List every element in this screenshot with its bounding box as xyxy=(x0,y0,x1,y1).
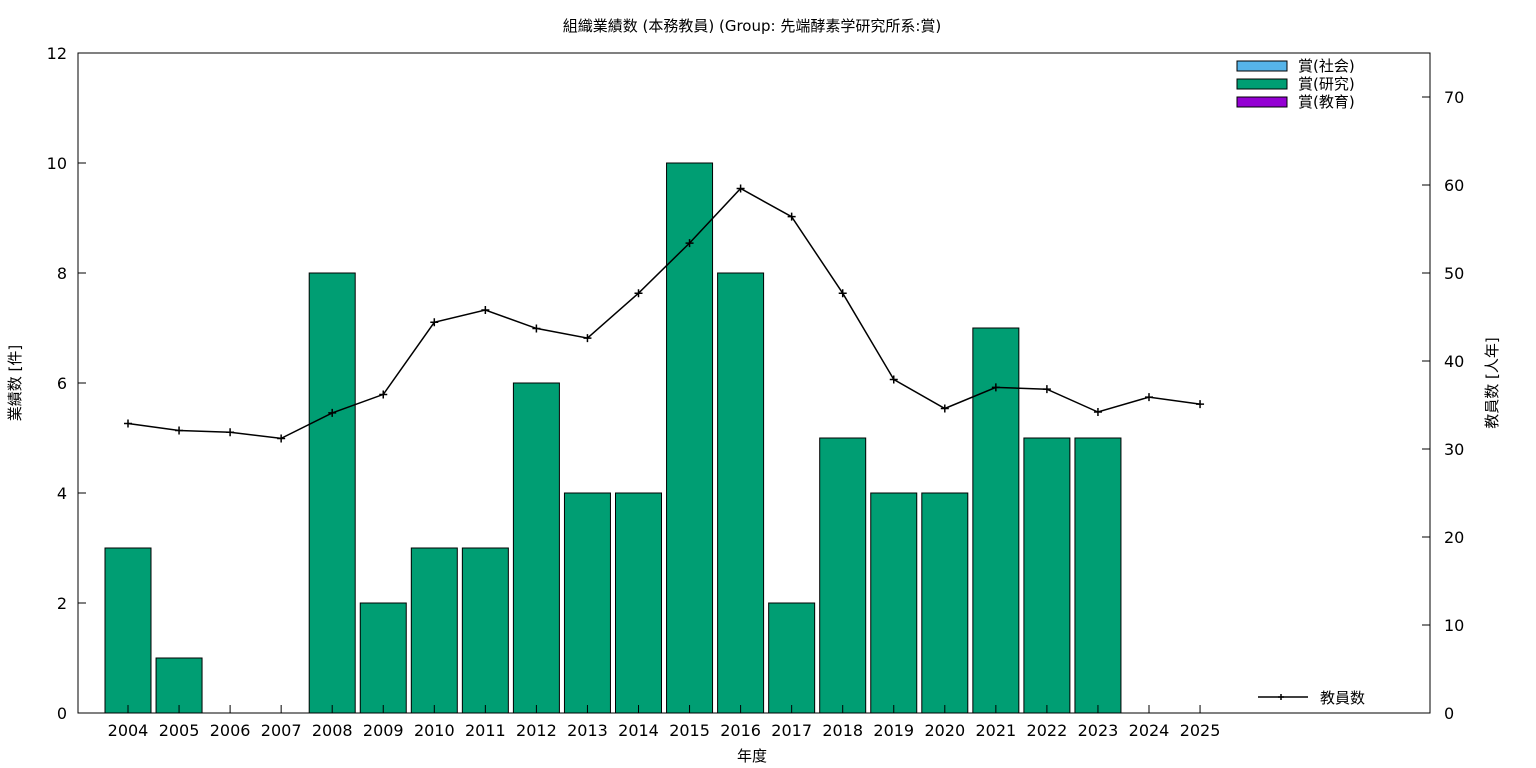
bar-2012-series-1 xyxy=(512,382,560,714)
line-point-2024 xyxy=(1145,393,1153,402)
line-point-2012 xyxy=(532,324,541,333)
x-tick-label: 2018 xyxy=(822,721,863,740)
legend-label-1: 賞(研究) xyxy=(1298,75,1355,93)
y2-tick-label: 60 xyxy=(1444,176,1464,195)
bar-2018-series-1 xyxy=(819,437,867,714)
line-layer xyxy=(124,184,1205,443)
line-point-2015 xyxy=(685,239,694,248)
x-tick-label: 2007 xyxy=(261,721,302,740)
bar-2016-series-1 xyxy=(717,272,765,714)
x-tick-label: 2016 xyxy=(720,721,761,740)
legend: 賞(社会)賞(研究)賞(教育) xyxy=(1236,57,1355,111)
line-series-path xyxy=(127,187,1201,440)
chart-title: 組織業績数 (本務教員) (Group: 先端酵素学研究所系:賞) xyxy=(563,17,942,35)
x-tick-label: 2006 xyxy=(210,721,251,740)
x-axis-label: 年度 xyxy=(737,747,767,765)
bar-2019-series-1 xyxy=(870,492,918,714)
bar-2022-series-1 xyxy=(1023,437,1071,714)
legend-label-2: 賞(教育) xyxy=(1298,93,1355,111)
y2-tick-label: 40 xyxy=(1444,352,1464,371)
line-legend: 教員数 xyxy=(1258,689,1365,707)
line-point-2014 xyxy=(634,289,643,298)
x-tick-label: 2005 xyxy=(159,721,200,740)
x-tick-label: 2021 xyxy=(975,721,1016,740)
bar-2009-series-1 xyxy=(359,602,407,714)
bar-2004-series-1 xyxy=(104,547,152,714)
line-point-2007 xyxy=(277,434,286,443)
y2-tick-label: 70 xyxy=(1444,88,1464,107)
x-tick-label: 2012 xyxy=(516,721,557,740)
x-tick-label: 2009 xyxy=(363,721,404,740)
bar-2014-series-1 xyxy=(615,492,662,714)
x-tick-label: 2023 xyxy=(1078,721,1119,740)
line-point-2013 xyxy=(583,334,592,343)
y2-tick-label: 20 xyxy=(1444,528,1464,547)
line-point-2010 xyxy=(430,318,439,327)
line-point-2021 xyxy=(991,383,1000,392)
line-point-2023 xyxy=(1093,408,1102,417)
x-tick-label: 2019 xyxy=(873,721,914,740)
x-tick-label: 2014 xyxy=(618,721,659,740)
y-axis-label: 業績数 [件] xyxy=(6,345,24,421)
line-point-2005 xyxy=(175,426,184,435)
y2-tick-label: 0 xyxy=(1444,704,1454,723)
line-point-2006 xyxy=(226,428,235,437)
bar-2011-series-1 xyxy=(461,547,509,714)
x-tick-label: 2022 xyxy=(1027,721,1068,740)
line-legend-marker xyxy=(1278,694,1284,700)
y-tick-label: 10 xyxy=(47,154,67,173)
right-axis: 0 10 20 30 40 50 60 70 xyxy=(1422,88,1464,723)
y-tick-label: 8 xyxy=(57,264,67,283)
line-point-2019 xyxy=(889,375,898,384)
bar-2021-series-1 xyxy=(972,327,1020,714)
bar-layer xyxy=(104,162,1122,714)
y2-axis-label: 教員数 [人年] xyxy=(1483,337,1501,428)
x-tick-label: 2024 xyxy=(1129,721,1170,740)
line-point-2009 xyxy=(379,390,388,399)
x-tick-label: 2025 xyxy=(1180,721,1221,740)
x-tick-label: 2020 xyxy=(924,721,965,740)
x-tick-label: 2017 xyxy=(771,721,812,740)
bar-2008-series-1 xyxy=(308,272,356,714)
line-point-2022 xyxy=(1042,385,1051,394)
x-tick-label: 2015 xyxy=(669,721,710,740)
x-tick-label: 2011 xyxy=(465,721,506,740)
left-axis: 0 2 4 6 8 10 12 xyxy=(47,44,86,723)
x-axis: 2004 2005 2006 2007 2008 2009 2010 2011 2012 2013… xyxy=(108,705,1221,740)
y2-tick-label: 50 xyxy=(1444,264,1464,283)
y-tick-label: 2 xyxy=(57,594,67,613)
x-tick-label: 2010 xyxy=(414,721,455,740)
bar-2023-series-1 xyxy=(1074,437,1122,714)
y2-tick-label: 30 xyxy=(1444,440,1464,459)
line-point-2017 xyxy=(787,212,796,221)
legend-swatch-2 xyxy=(1236,96,1288,108)
bar-2010-series-1 xyxy=(410,547,458,714)
bar-2017-series-1 xyxy=(768,602,816,714)
y-tick-label: 4 xyxy=(57,484,67,503)
y-tick-label: 0 xyxy=(57,704,67,723)
legend-swatch-0 xyxy=(1236,60,1288,72)
line-point-2016 xyxy=(736,184,745,193)
line-point-2025 xyxy=(1196,400,1205,409)
line-legend-label: 教員数 xyxy=(1320,689,1365,707)
legend-swatch-1 xyxy=(1236,78,1288,90)
line-point-2018 xyxy=(838,289,847,298)
bar-2015-series-1 xyxy=(666,162,714,714)
bar-2005-series-1 xyxy=(155,657,203,714)
line-point-2004 xyxy=(124,419,132,428)
x-tick-label: 2008 xyxy=(312,721,353,740)
y-tick-label: 12 xyxy=(47,44,67,63)
x-tick-label: 2013 xyxy=(567,721,608,740)
y-tick-label: 6 xyxy=(57,374,67,393)
bar-2013-series-1 xyxy=(563,492,611,714)
y2-tick-label: 10 xyxy=(1444,616,1464,635)
line-point-2011 xyxy=(481,305,490,314)
line-point-2020 xyxy=(940,404,949,413)
bar-2020-series-1 xyxy=(921,492,969,714)
line-point-2008 xyxy=(328,408,337,417)
x-tick-label: 2004 xyxy=(108,721,149,740)
legend-label-0: 賞(社会) xyxy=(1298,57,1355,75)
